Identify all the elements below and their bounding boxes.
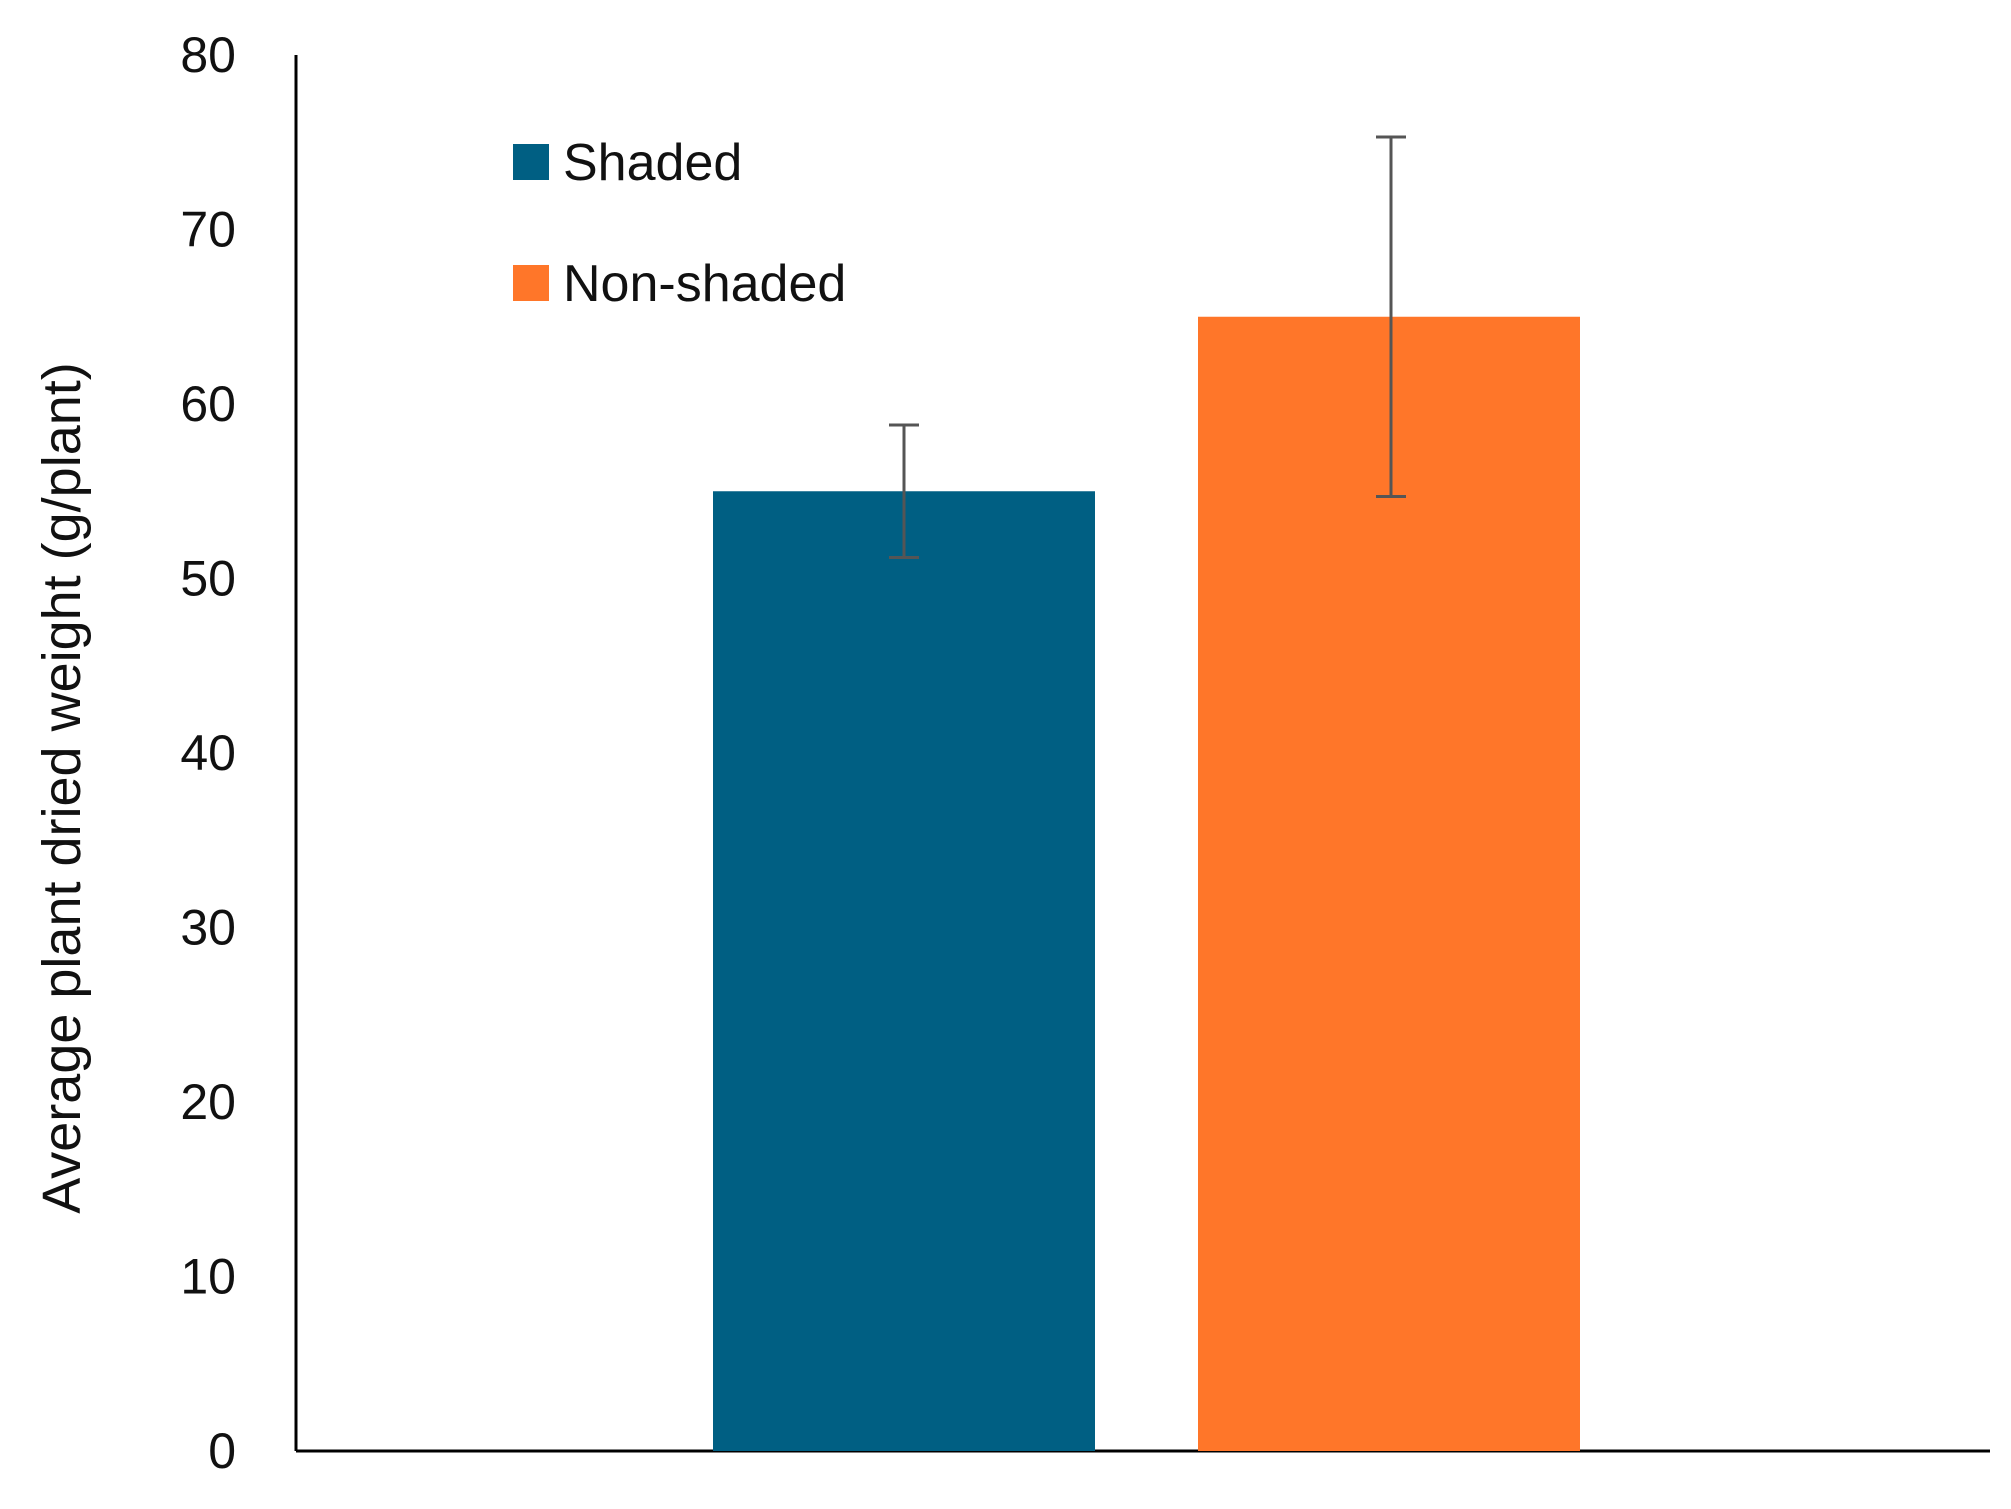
error-bars-group bbox=[889, 135, 1406, 560]
legend-swatch bbox=[513, 265, 549, 301]
legend: Shaded Non-shaded bbox=[513, 134, 846, 313]
legend-label: Shaded bbox=[563, 134, 742, 192]
y-tick-label: 30 bbox=[180, 900, 236, 956]
y-tick-label: 10 bbox=[180, 1249, 236, 1305]
bars-group bbox=[713, 316, 1580, 1451]
y-axis-ticks: 0 10 20 30 40 50 60 70 80 bbox=[180, 27, 236, 1479]
legend-item: Shaded bbox=[513, 134, 742, 192]
y-tick-label: 60 bbox=[180, 376, 236, 432]
y-tick-label: 20 bbox=[180, 1074, 236, 1130]
y-tick-label: 80 bbox=[180, 27, 236, 83]
y-axis-title: Average plant dried weight (g/plant) bbox=[32, 362, 92, 1214]
bar-shaded bbox=[713, 491, 1095, 1451]
y-tick-label: 70 bbox=[180, 202, 236, 258]
y-tick-label: 50 bbox=[180, 551, 236, 607]
bar-non-shaded bbox=[1198, 316, 1580, 1451]
legend-item: Non-shaded bbox=[513, 255, 846, 313]
y-tick-label: 40 bbox=[180, 725, 236, 781]
legend-label: Non-shaded bbox=[563, 255, 846, 313]
legend-swatch bbox=[513, 144, 549, 180]
error-bar bbox=[889, 423, 919, 560]
error-bar bbox=[1376, 135, 1406, 498]
y-tick-label: 0 bbox=[208, 1423, 236, 1479]
